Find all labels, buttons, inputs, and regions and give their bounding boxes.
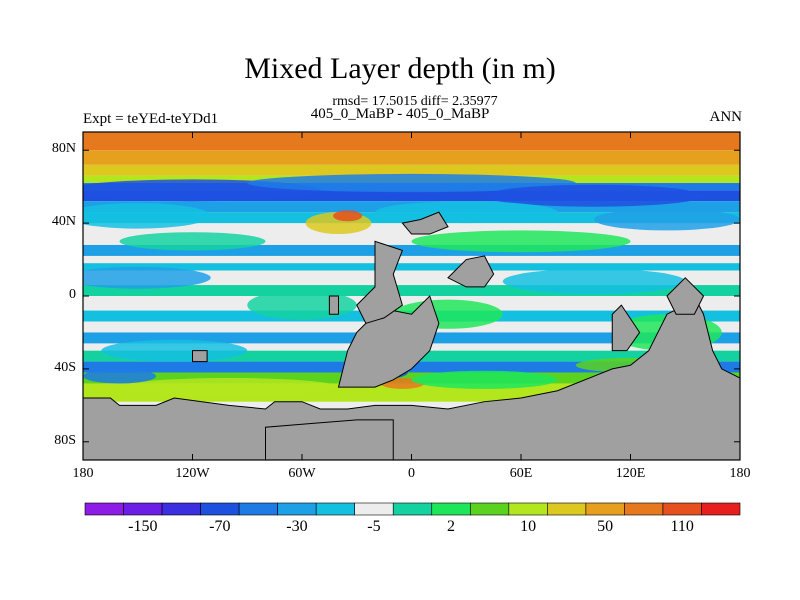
colorbar-label: -5 (367, 518, 381, 535)
field-patch (411, 230, 631, 253)
field-patch (484, 184, 704, 207)
colorbar-swatch (200, 502, 240, 516)
field-patch (83, 266, 211, 289)
field-band (83, 285, 740, 296)
colorbar-swatch (123, 502, 163, 516)
field-band (83, 132, 740, 151)
field-patch (375, 201, 558, 224)
land-mass (401, 211, 449, 235)
chart-title: Mixed Layer depth (in m) (244, 52, 556, 85)
x-tick-label: 60E (509, 466, 533, 481)
land-mass (328, 295, 339, 315)
colorbar-swatch (585, 502, 625, 516)
colorbar-label: -150 (128, 518, 158, 535)
y-tick-label: 0 (69, 287, 76, 302)
colorbar-swatch (84, 502, 124, 516)
land-mass (356, 240, 404, 324)
field-patch (502, 268, 686, 295)
colorbar-swatch (238, 502, 278, 516)
y-tick-label: 80S (54, 432, 76, 448)
stats-line: rmsd= 17.5015 diff= 2.35977 (332, 94, 498, 109)
field-band (83, 244, 740, 256)
colorbar-swatch (392, 502, 433, 516)
season-label: ANN (709, 109, 743, 125)
x-tick-label: 120E (615, 466, 646, 481)
x-tick-label: 120W (175, 466, 210, 481)
land-mass (265, 419, 394, 460)
colorbar-swatch (508, 502, 548, 516)
colorbar-swatch (547, 502, 587, 516)
colorbar-swatch (701, 502, 741, 516)
x-tick-label: 0 (408, 466, 415, 481)
colorbar-swatch (662, 502, 702, 516)
field-band (83, 150, 740, 165)
colorbar-label: -30 (286, 518, 308, 535)
field-patch (411, 370, 558, 389)
land-mass (611, 304, 641, 352)
colorbar-swatch (161, 502, 201, 516)
colorbar-swatch (624, 502, 664, 516)
colorbar-label: 110 (670, 518, 694, 535)
field-patch (247, 173, 576, 193)
colorbar-swatch (315, 502, 356, 516)
colorbar-swatch (354, 502, 394, 516)
colorbar-label: 50 (597, 518, 614, 535)
x-tick-label: 180 (72, 466, 94, 481)
field-patch (83, 203, 211, 229)
land-mass (337, 295, 440, 388)
colorbar-swatch (431, 502, 471, 516)
colorbar-label: 10 (520, 518, 537, 535)
field-band (83, 190, 740, 202)
field-patch (333, 210, 363, 222)
land-mass (83, 295, 740, 460)
land-mass (447, 255, 495, 288)
field-patch (101, 339, 248, 362)
land-mass (666, 277, 705, 315)
colorbar-label: -70 (209, 518, 231, 535)
field-patch (83, 368, 156, 384)
colorbar-swatch (469, 502, 510, 516)
colorbar-label: 2 (447, 518, 456, 535)
y-tick-label: 80N (51, 141, 76, 157)
experiment-label: Expt = teYEd-teYDd1 (83, 111, 219, 127)
field-patch (594, 208, 740, 231)
field-patch (247, 290, 357, 320)
x-tick-label: 60W (288, 466, 316, 481)
field-band (83, 263, 740, 271)
field-layer (83, 132, 740, 460)
field-band (83, 164, 740, 176)
field-patch (119, 378, 339, 397)
x-tick-label: 180 (729, 466, 751, 481)
field-band (83, 372, 740, 384)
chart-subtitle: 405_0_MaBP - 405_0_MaBP (310, 106, 490, 122)
colorbar-swatch (277, 502, 317, 516)
y-tick-label: 40N (51, 214, 76, 230)
land-mass (192, 350, 208, 363)
field-patch (119, 232, 266, 251)
y-tick-label: 40S (54, 359, 76, 375)
